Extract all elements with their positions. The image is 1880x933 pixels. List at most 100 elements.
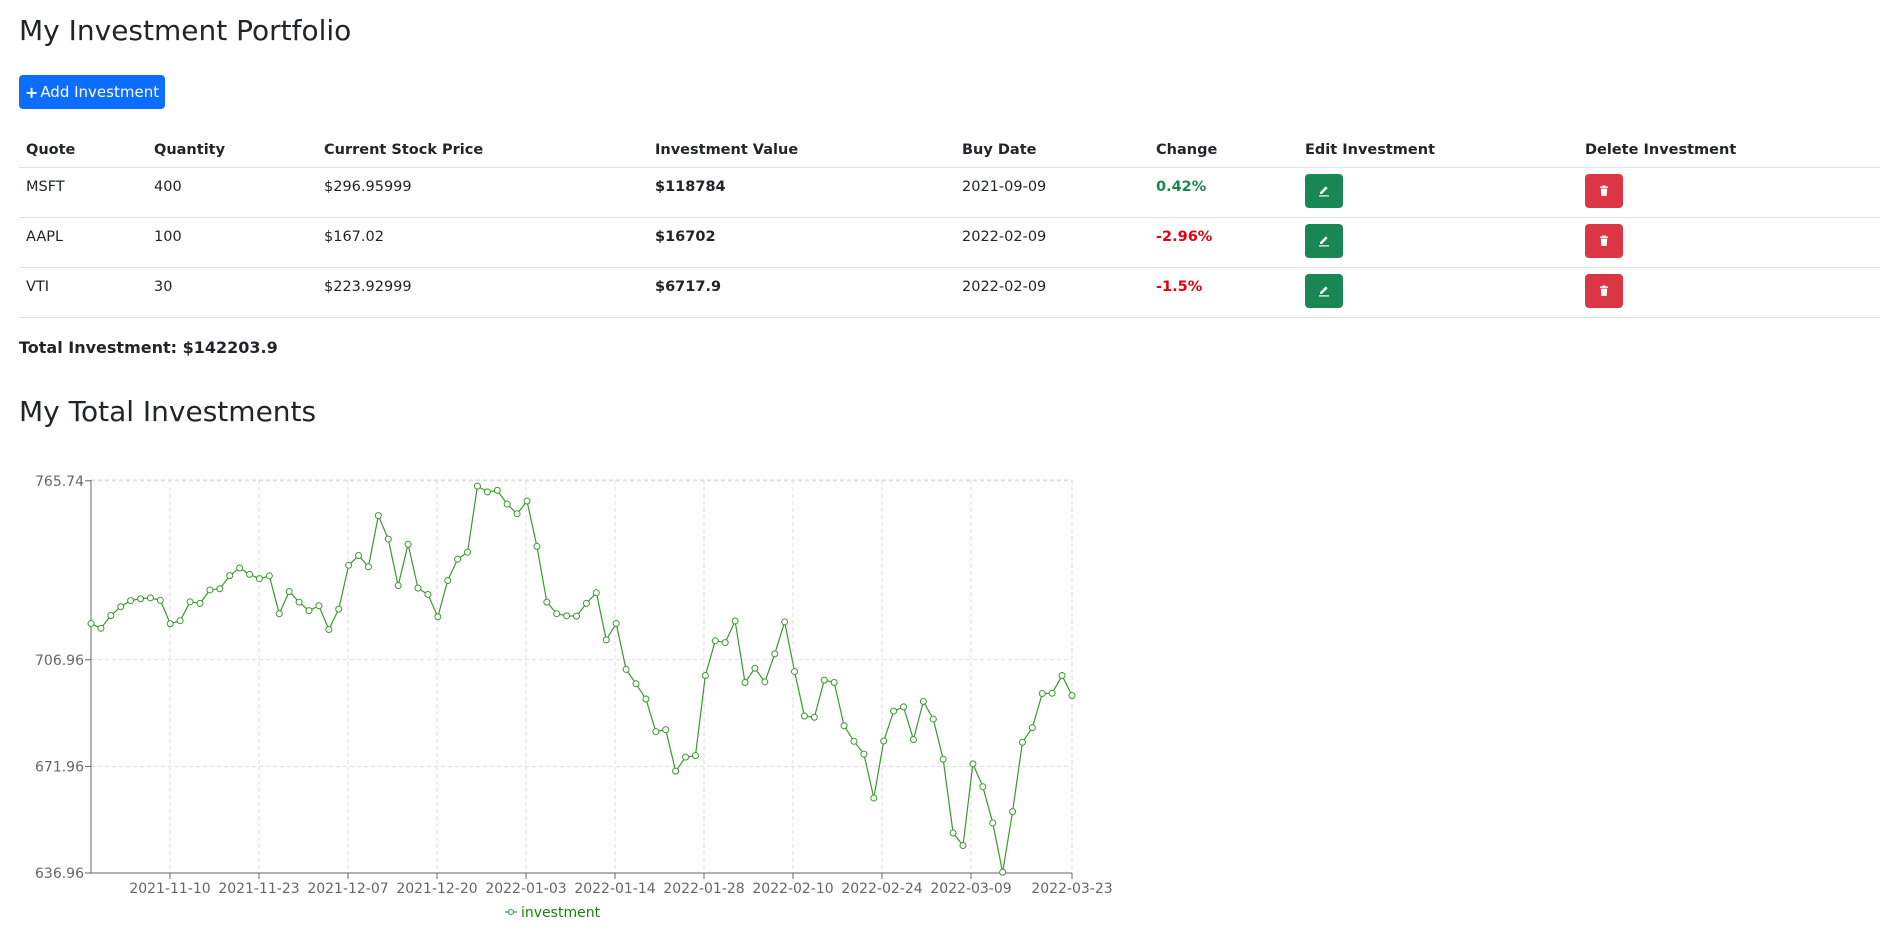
data-point [563, 612, 571, 620]
data-point [156, 596, 164, 604]
data-point [662, 726, 670, 734]
data-point [860, 750, 868, 758]
plus-icon: + [24, 82, 39, 102]
data-point [246, 570, 254, 578]
data-point [424, 591, 432, 599]
data-point [919, 697, 927, 705]
add-investment-label: Add Investment [40, 83, 160, 101]
edit-investment-button[interactable] [1305, 274, 1343, 308]
trash-icon [1600, 285, 1608, 296]
trash-icon [1600, 235, 1608, 246]
data-point [374, 512, 382, 520]
data-point [513, 510, 521, 518]
cell-delete [1578, 267, 1880, 318]
data-point [493, 486, 501, 494]
chart-series [87, 482, 1076, 876]
delete-investment-button[interactable] [1585, 174, 1623, 208]
cell-quantity: 400 [147, 167, 317, 218]
cell-change: -1.5% [1149, 267, 1298, 318]
pencil-icon [1319, 286, 1329, 297]
data-point [622, 665, 630, 673]
delete-investment-button[interactable] [1585, 224, 1623, 258]
x-tick-label: 2022-02-24 [841, 881, 922, 897]
data-point [483, 488, 491, 496]
x-tick-label: 2021-12-20 [396, 881, 477, 897]
data-point [573, 612, 581, 620]
data-point [503, 500, 511, 508]
data-point [127, 597, 135, 605]
delete-investment-button[interactable] [1585, 274, 1623, 308]
table-row: VTI 30 $223.92999 $6717.9 2022-02-09 -1.… [19, 267, 1880, 318]
add-investment-button[interactable]: + Add Investment [19, 75, 165, 109]
data-point [751, 664, 759, 672]
x-tick-label: 2022-01-28 [663, 881, 744, 897]
edit-investment-button[interactable] [1305, 224, 1343, 258]
cell-quote: MSFT [19, 167, 147, 218]
data-point [800, 712, 808, 720]
edit-investment-button[interactable] [1305, 174, 1343, 208]
cell-price: $167.02 [317, 217, 648, 268]
data-point [900, 703, 908, 711]
cell-quantity: 100 [147, 217, 317, 268]
y-tick-label: 706.96 [35, 653, 84, 669]
data-point [592, 589, 600, 597]
pencil-icon [1319, 186, 1329, 197]
data-point [820, 676, 828, 684]
table-row: MSFT 400 $296.95999 $118784 2021-09-09 0… [19, 167, 1880, 218]
investment-table: Quote Quantity Current Stock Price Inves… [19, 132, 1880, 318]
cell-quote: VTI [19, 267, 147, 318]
data-point [464, 548, 472, 556]
data-point [781, 618, 789, 626]
data-point [582, 599, 590, 607]
data-point [771, 650, 779, 658]
trash-icon [1600, 185, 1608, 196]
data-point [553, 610, 561, 618]
data-point [146, 594, 154, 602]
cell-buy-date: 2022-02-09 [955, 217, 1149, 268]
table-row: AAPL 100 $167.02 $16702 2022-02-09 -2.96… [19, 217, 1880, 268]
data-point [364, 563, 372, 571]
data-point [216, 585, 224, 593]
data-point [949, 829, 957, 837]
legend-marker-icon [508, 909, 514, 915]
data-point [404, 540, 412, 548]
cell-price: $223.92999 [317, 267, 648, 318]
data-point [890, 707, 898, 715]
x-tick-label: 2021-11-23 [218, 881, 299, 897]
data-point [355, 552, 363, 560]
data-point [543, 598, 551, 606]
header-change: Change [1149, 132, 1298, 168]
data-point [275, 610, 283, 618]
header-current-stock-price: Current Stock Price [317, 132, 648, 168]
data-point [929, 715, 937, 723]
legend-label[interactable]: investment [521, 905, 601, 921]
page-title: My Investment Portfolio [19, 14, 352, 47]
data-point [1009, 808, 1017, 816]
data-point [414, 584, 422, 592]
cell-change: 0.42% [1149, 167, 1298, 218]
data-point [384, 535, 392, 543]
data-point [295, 598, 303, 606]
data-point [137, 595, 145, 603]
data-point [791, 668, 799, 676]
data-point [473, 482, 481, 490]
cell-edit [1298, 217, 1578, 268]
series-line-investment [90, 485, 1073, 873]
data-point [345, 561, 353, 569]
data-point [97, 624, 105, 632]
data-point [741, 679, 749, 687]
data-point [265, 572, 273, 580]
cell-investment-value: $118784 [648, 167, 955, 218]
data-point [236, 564, 244, 572]
investment-line-chart: 765.74 706.96 671.96 636.96 2021-11-10 2021-1… [35, 474, 1113, 921]
data-point [186, 598, 194, 606]
data-point [840, 722, 848, 730]
data-point [880, 737, 888, 745]
data-point [612, 619, 620, 627]
chart-grid [91, 479, 1073, 874]
header-quote: Quote [19, 132, 147, 168]
x-tick-label: 2022-03-23 [1031, 881, 1112, 897]
cell-delete [1578, 167, 1880, 218]
x-tick-label: 2022-01-03 [485, 881, 566, 897]
data-point [523, 497, 531, 505]
